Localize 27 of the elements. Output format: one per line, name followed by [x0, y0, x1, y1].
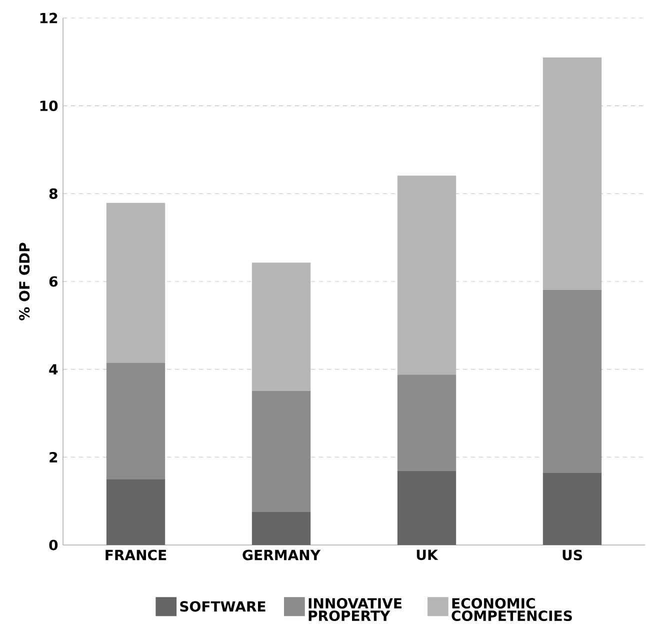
- legend-label: INNOVATIVE PROPERTY: [308, 598, 402, 622]
- x-tick-label: GERMANY: [242, 550, 321, 560]
- bar: [252, 390, 311, 512]
- y-tick-label: 0: [49, 540, 58, 550]
- bar: [397, 176, 456, 375]
- x-tick-label: US: [562, 550, 582, 560]
- bar: [542, 58, 602, 290]
- y-tick-label: 2: [50, 452, 58, 462]
- y-tick-label: 6: [49, 276, 58, 287]
- bar: [252, 512, 311, 545]
- bar: [106, 362, 166, 480]
- bar: [542, 290, 602, 473]
- y-tick-label: 12: [40, 12, 58, 24]
- legend-label: ECONOMIC COMPETENCIES: [452, 598, 572, 622]
- bar: [397, 470, 456, 545]
- x-tick-label: UK: [416, 550, 438, 560]
- bar: [106, 202, 166, 363]
- legend-label: SOFTWARE: [180, 601, 266, 612]
- y-tick-label: 4: [49, 364, 58, 374]
- bar: [106, 479, 166, 545]
- y-tick-label: 8: [49, 188, 58, 199]
- bar: [542, 472, 602, 545]
- bar: [397, 374, 456, 471]
- x-tick-label: FRANCE: [106, 550, 166, 560]
- y-tick-label: 10: [40, 100, 58, 112]
- bar: [252, 262, 311, 391]
- y-axis-title: % OF GDP: [19, 242, 30, 320]
